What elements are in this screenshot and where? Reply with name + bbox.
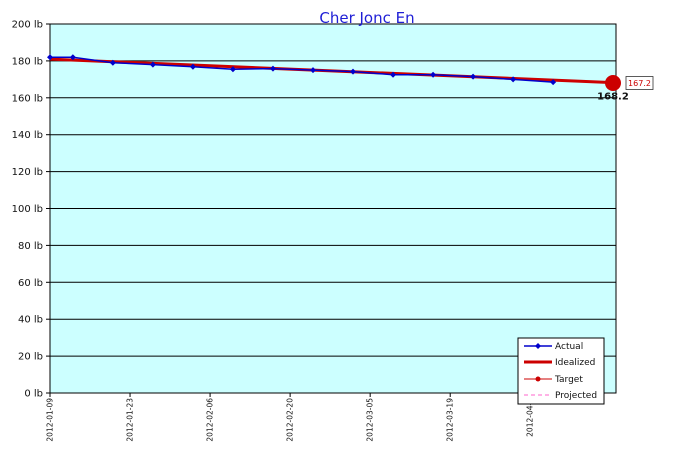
legend-label-actual: Actual [555, 342, 583, 352]
actual-point [47, 54, 53, 61]
actual-point [510, 76, 517, 83]
legend-item-projected: Projected [524, 391, 597, 401]
y-tick-label: 120 lb [12, 167, 43, 178]
x-tick-label: 2012-03-05 [366, 398, 375, 442]
legend-label-target: Target [554, 375, 583, 385]
actual-point [109, 59, 116, 66]
legend-marker-target [535, 376, 541, 382]
chart-title: Cher Jonc En [319, 9, 414, 27]
y-tick-label: 40 lb [18, 315, 43, 326]
actual-point [430, 71, 437, 78]
x-tick-label: 2012-03-19 [446, 398, 455, 442]
actual-point [390, 71, 397, 78]
actual-point [550, 79, 557, 86]
actual-point [269, 65, 276, 72]
y-tick-label: 180 lb [12, 56, 43, 67]
series [47, 54, 617, 86]
y-tick-label: 0 lb [24, 389, 43, 400]
legend-item-actual: Actual [524, 342, 583, 352]
actual-point [470, 73, 477, 80]
target-value-label: 167.2 [628, 79, 651, 88]
x-tick-label: 2012-04-0 [526, 398, 535, 437]
x-tick-label: 2012-02-06 [206, 398, 215, 442]
actual-point [350, 68, 357, 75]
legend-marker-actual [535, 343, 541, 349]
target-value-box [625, 76, 654, 90]
actual-point [309, 67, 316, 74]
legend-item-target: Target [524, 375, 583, 385]
y-tick-label: 80 lb [18, 241, 43, 252]
actual-point [229, 66, 236, 73]
actual-point [189, 63, 196, 70]
legend-item-idealized: Idealized [524, 358, 595, 368]
legend-label-idealized: Idealized [555, 358, 595, 368]
legend: Actual Idealized Target Projected [517, 337, 605, 405]
end-value-label: 168.2 [597, 92, 629, 103]
x-tick-label: 2012-01-09 [46, 398, 55, 442]
end-annotations: 168.2 167.2 [597, 75, 654, 103]
target-marker [605, 75, 621, 92]
y-tick-label: 140 lb [12, 130, 43, 141]
x-axis: 2012-01-09 2012-01-23 2012-02-06 2012-02-20… [46, 393, 535, 442]
y-axis: 0 lb 20 lb 40 lb 60 lb 80 lb 100 lb 120 lb 140 … [12, 20, 50, 400]
y-tick-label: 20 lb [18, 352, 43, 363]
actual-point [69, 54, 76, 61]
actual-point [149, 61, 156, 68]
x-tick-label: 2012-02-20 [286, 398, 295, 442]
legend-label-projected: Projected [555, 391, 597, 401]
actual-line [50, 56, 554, 83]
y-tick-label: 160 lb [12, 93, 43, 104]
y-tick-label: 200 lb [12, 20, 43, 31]
y-tick-label: 60 lb [18, 278, 43, 289]
x-tick-label: 2012-01-23 [126, 398, 135, 442]
y-tick-label: 100 lb [12, 204, 43, 215]
legend-box [517, 337, 605, 405]
